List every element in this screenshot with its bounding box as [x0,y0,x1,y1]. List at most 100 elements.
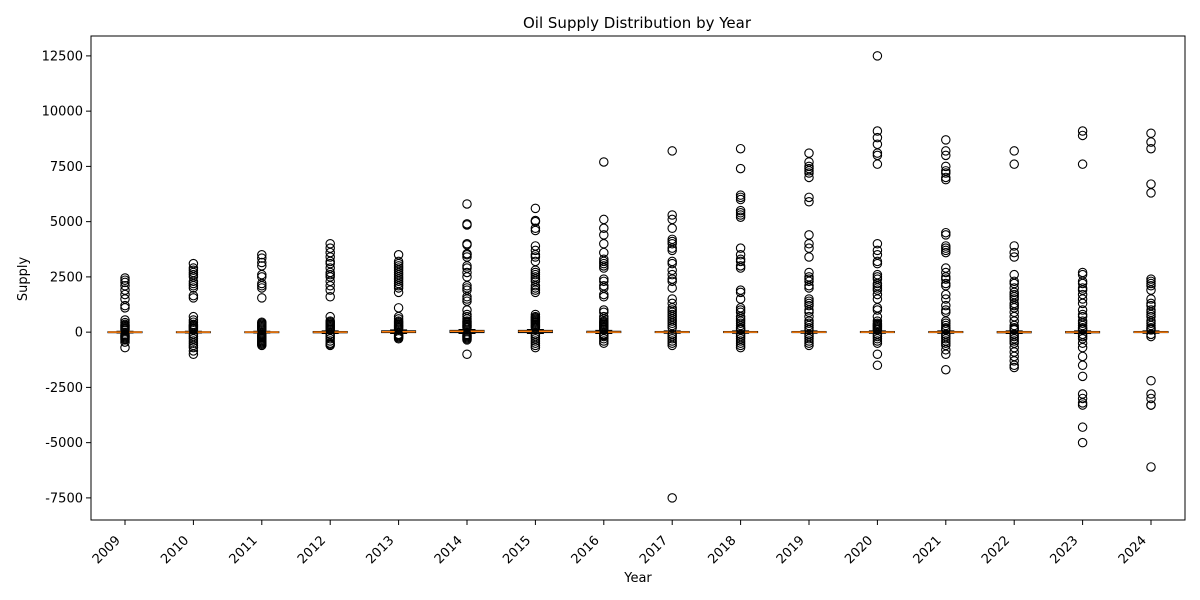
plot-frame [90,35,1186,521]
flier-point [804,340,814,351]
flier-point [735,342,746,353]
box-2016 [586,157,622,348]
flier-point [257,293,267,303]
y-tick-label: 10000 [42,105,83,120]
flier-point [667,245,677,256]
x-tick-label: 2016 [569,533,603,567]
x-tick-label: 2015 [500,533,534,567]
x-tick-label: 2024 [1116,533,1150,567]
flier-point [188,349,199,359]
x-tick-label: 2013 [363,533,397,567]
flier-point [872,245,883,256]
flier-point [1146,137,1156,147]
flier-point [941,364,951,375]
flier-point [941,274,951,284]
flier-point [599,292,609,302]
flier-point [1146,331,1156,342]
flier-point [667,223,677,234]
x-tick-label: 2014 [432,533,466,567]
flier-point [1146,143,1156,154]
flier-point [667,258,677,269]
flier-point [1146,400,1156,410]
flier-point [1077,130,1088,141]
flier-point [1009,247,1019,258]
flier-point [872,51,883,61]
box-2009 [107,273,143,353]
flier-point [462,267,472,278]
flier-point [667,493,677,503]
flier-point [599,214,609,225]
flier-point [257,250,267,260]
flier-point [941,135,951,145]
box-2018 [723,143,759,353]
flier-point [667,340,677,351]
x-tick-label: 2012 [295,533,329,567]
flier-point [735,250,746,260]
flier-point [1077,371,1088,382]
flier-point [462,349,472,359]
box-2021 [928,135,964,375]
box-2024 [1133,128,1169,472]
x-tick-label: 2011 [227,533,261,567]
box-2020 [859,51,895,371]
flier-point [804,300,814,311]
flier-point [667,238,677,249]
box-2017 [654,146,690,503]
flier-point [735,287,746,298]
flier-point [120,289,130,300]
flier-point [530,287,541,298]
box-2023 [1065,126,1101,448]
flier-point [941,345,951,355]
y-tick-label: -2500 [45,381,83,396]
y-tick-label: 7500 [50,160,83,175]
flier-point [872,132,883,143]
flier-point [735,143,746,154]
flier-point [667,276,677,287]
flier-point [1077,400,1088,410]
flier-point [325,292,335,302]
flier-point [1077,278,1088,289]
flier-point [872,349,883,359]
flier-point [941,230,951,240]
box-2011 [244,250,280,351]
flier-point [599,223,609,234]
flier-point [735,163,746,174]
flier-point [530,225,541,236]
flier-point [188,283,199,293]
x-tick-label: 2019 [774,533,808,567]
box-2014 [449,199,485,359]
y-axis: -7500 -5000 -2500 0 2500 5000 7500 10000 12500 [42,49,91,506]
flier-point [872,360,883,371]
chart-title: Oil Supply Distribution by Year [523,14,752,32]
y-tick-label: 0 [75,326,83,341]
flier-point [530,203,541,214]
y-tick-label: -7500 [45,491,83,506]
box-2012 [312,238,348,351]
flier-point [941,161,951,172]
flier-point [941,247,951,258]
y-tick-label: 2500 [50,270,83,285]
plot-area [107,51,1169,503]
flier-point [872,238,883,249]
flier-point [599,157,609,167]
flier-point [120,277,130,288]
flier-point [872,305,883,315]
flier-point [804,238,814,249]
box-2013 [381,250,417,344]
flier-point [599,263,609,273]
flier-point [941,349,951,359]
flier-point [735,212,746,222]
flier-point [1077,338,1088,348]
flier-point [1146,389,1156,399]
x-axis: 2009 2010 2011 2012 2013 2014 2015 2016 2017 2018… [90,520,1152,567]
flier-point [941,146,951,156]
x-tick-label: 2022 [979,533,1013,567]
flier-point [1146,462,1156,472]
flier-point [599,276,609,287]
flier-point [325,340,335,351]
x-axis-label: Year [623,571,652,586]
flier-point [1009,146,1019,156]
flier-point [1146,280,1156,291]
x-tick-label: 2021 [911,533,945,567]
flier-point [941,150,951,161]
